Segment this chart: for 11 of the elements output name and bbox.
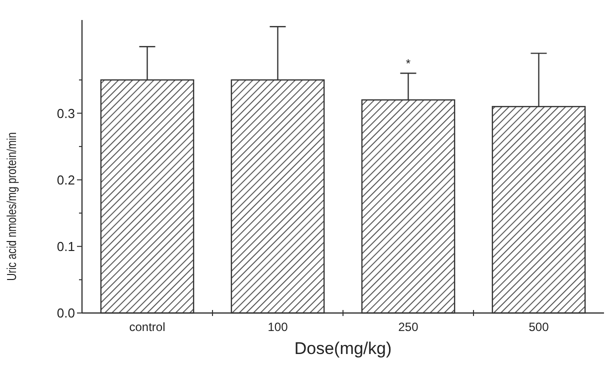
annotation: * [406, 56, 411, 70]
x-tick-label: 500 [528, 320, 550, 334]
x-tick-label: control [129, 320, 166, 334]
x-tick-label: 250 [398, 320, 419, 334]
y-axis-title: Uric acid nmoles/mg protein/min [4, 132, 20, 281]
x-tick-label: 100 [268, 320, 288, 334]
y-tick-label: 0.3 [56, 106, 75, 121]
x-axis-title: Dose(mg/kg) [294, 339, 392, 358]
y-tick-label: 0.0 [56, 306, 75, 321]
y-tick-label: 0.2 [56, 172, 75, 188]
y-tick-label: 0.1 [56, 238, 75, 254]
